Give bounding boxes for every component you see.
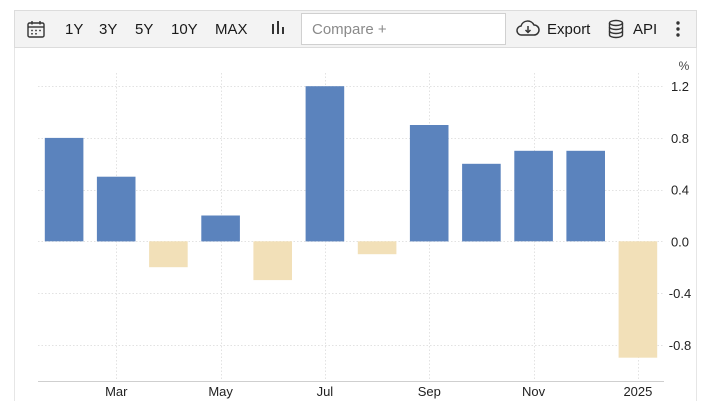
x-tick-label: May (208, 384, 233, 399)
calendar-icon[interactable] (26, 19, 46, 39)
x-tick-label: Nov (522, 384, 546, 399)
range-button-10y[interactable]: 10Y (171, 20, 198, 38)
x-tick-label: Sep (418, 384, 441, 399)
range-button-1y[interactable]: 1Y (65, 20, 84, 38)
compare-input[interactable] (301, 13, 506, 45)
bar-feb[interactable] (44, 137, 84, 242)
bar-may[interactable] (201, 215, 240, 242)
y-tick-label: 0.4 (671, 183, 689, 198)
bar-jun[interactable] (253, 241, 292, 281)
x-tick-label: 2025 (623, 384, 652, 399)
database-icon (607, 19, 625, 39)
x-axis: Mar May Jul Sep Nov 2025 (105, 384, 652, 399)
unit-label: % (679, 59, 690, 73)
api-button[interactable]: API (607, 11, 657, 47)
bar-sep[interactable] (409, 125, 449, 242)
bar-jul[interactable] (305, 86, 345, 242)
bars (44, 86, 658, 358)
chart-area: % 1.2 0.8 0.4 0.0 -0.4 -0.8 Mar May Jul Sep Nov 20… (14, 48, 697, 401)
cloud-download-icon (515, 19, 541, 39)
bar-mar[interactable] (96, 176, 136, 242)
range-button-max[interactable]: MAX (215, 20, 248, 38)
y-tick-label: -0.4 (669, 286, 691, 301)
range-button-5y[interactable]: 5Y (135, 20, 154, 38)
bar-apr[interactable] (149, 241, 188, 268)
y-tick-label: 0.0 (671, 234, 689, 249)
range-button-3y[interactable]: 3Y (99, 20, 118, 38)
bar-2025-jan[interactable] (618, 241, 658, 358)
api-label: API (633, 20, 658, 38)
x-tick-label: Jul (317, 384, 334, 399)
y-tick-label: 1.2 (671, 79, 689, 94)
bar-chart-icon[interactable] (269, 19, 287, 37)
y-tick-label: -0.8 (669, 338, 691, 353)
x-tick-label: Mar (105, 384, 128, 399)
y-axis: 1.2 0.8 0.4 0.0 -0.4 -0.8 (669, 79, 691, 353)
y-tick-label: 0.8 (671, 131, 689, 146)
bar-chart: % 1.2 0.8 0.4 0.0 -0.4 -0.8 Mar May Jul Sep Nov 20… (14, 48, 697, 401)
chart-toolbar: 1Y 3Y 5Y 10Y MAX Export (14, 10, 697, 48)
bar-oct[interactable] (462, 163, 501, 242)
more-vertical-icon[interactable] (675, 20, 681, 38)
bar-aug[interactable] (357, 241, 397, 255)
bar-dec[interactable] (566, 150, 605, 242)
bar-nov[interactable] (514, 150, 553, 242)
export-button[interactable]: Export (515, 11, 590, 47)
export-label: Export (547, 20, 591, 38)
